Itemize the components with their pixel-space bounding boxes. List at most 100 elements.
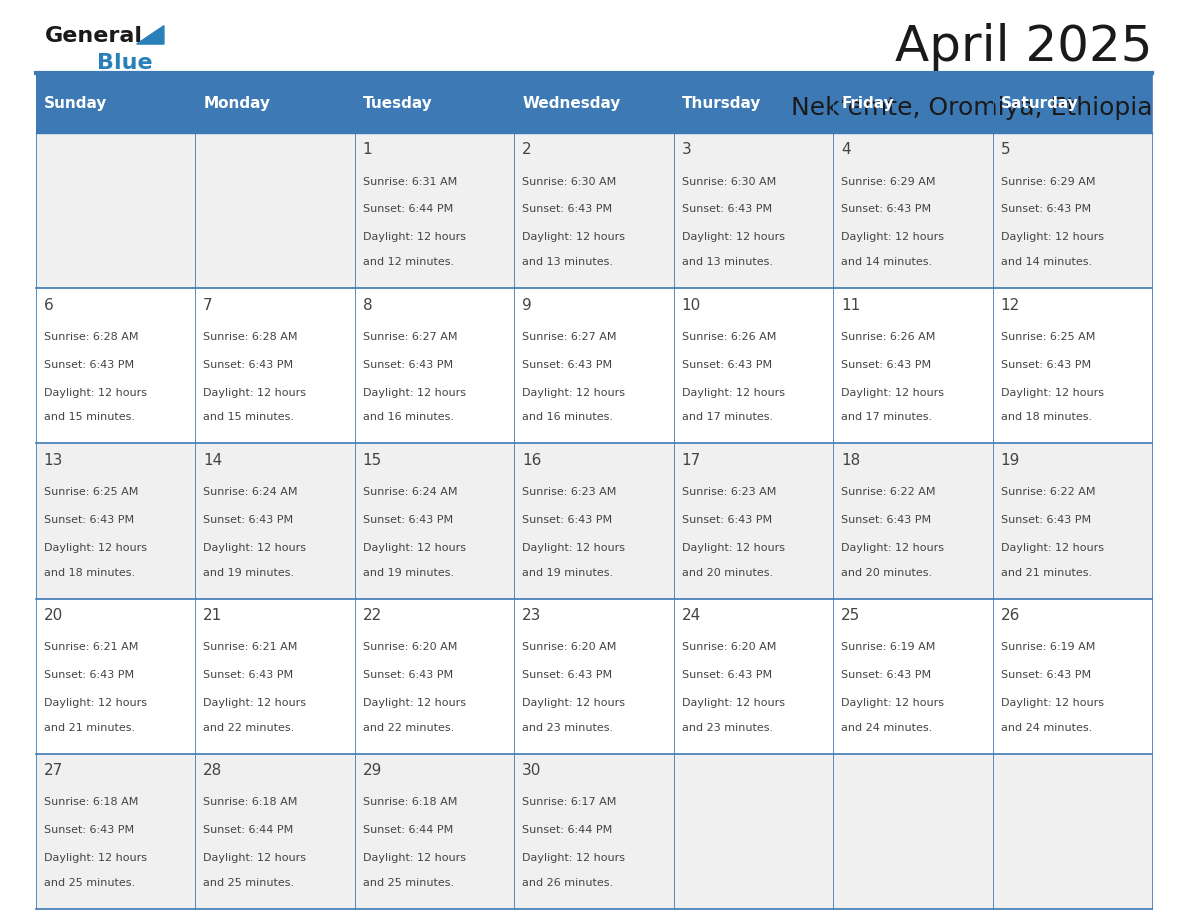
Text: Sunset: 6:43 PM: Sunset: 6:43 PM bbox=[1000, 670, 1091, 680]
Text: Daylight: 12 hours: Daylight: 12 hours bbox=[1000, 543, 1104, 553]
Bar bbox=[514, 754, 674, 909]
Text: Sunrise: 6:27 AM: Sunrise: 6:27 AM bbox=[523, 331, 617, 341]
Text: Sunrise: 6:20 AM: Sunrise: 6:20 AM bbox=[523, 642, 617, 652]
Text: Daylight: 12 hours: Daylight: 12 hours bbox=[362, 698, 466, 708]
Text: Sunrise: 6:17 AM: Sunrise: 6:17 AM bbox=[523, 797, 617, 807]
Text: Nek’emte, Oromiya, Ethiopia: Nek’emte, Oromiya, Ethiopia bbox=[791, 96, 1152, 120]
Text: Sunset: 6:43 PM: Sunset: 6:43 PM bbox=[362, 670, 453, 680]
Text: Daylight: 12 hours: Daylight: 12 hours bbox=[203, 543, 307, 553]
Text: Sunrise: 6:26 AM: Sunrise: 6:26 AM bbox=[682, 331, 776, 341]
Text: and 17 minutes.: and 17 minutes. bbox=[682, 412, 773, 422]
Text: Daylight: 12 hours: Daylight: 12 hours bbox=[1000, 698, 1104, 708]
Text: Sunrise: 6:26 AM: Sunrise: 6:26 AM bbox=[841, 331, 936, 341]
Text: Sunset: 6:43 PM: Sunset: 6:43 PM bbox=[203, 515, 293, 525]
Text: 22: 22 bbox=[362, 608, 381, 622]
Text: Sunset: 6:43 PM: Sunset: 6:43 PM bbox=[841, 360, 931, 370]
Text: 9: 9 bbox=[523, 297, 532, 312]
Text: Daylight: 12 hours: Daylight: 12 hours bbox=[44, 543, 146, 553]
Text: and 19 minutes.: and 19 minutes. bbox=[203, 567, 295, 577]
Text: Sunset: 6:43 PM: Sunset: 6:43 PM bbox=[523, 360, 612, 370]
Text: Thursday: Thursday bbox=[682, 95, 762, 111]
Text: Daylight: 12 hours: Daylight: 12 hours bbox=[203, 698, 307, 708]
Bar bbox=[195, 599, 355, 754]
Text: Daylight: 12 hours: Daylight: 12 hours bbox=[203, 387, 307, 397]
Bar bbox=[355, 754, 514, 909]
Text: Sunrise: 6:28 AM: Sunrise: 6:28 AM bbox=[203, 331, 298, 341]
Text: Sunrise: 6:23 AM: Sunrise: 6:23 AM bbox=[523, 487, 617, 497]
Text: Daylight: 12 hours: Daylight: 12 hours bbox=[682, 232, 785, 242]
Text: 14: 14 bbox=[203, 453, 222, 467]
Text: 25: 25 bbox=[841, 608, 860, 622]
Bar bbox=[514, 599, 674, 754]
Text: and 24 minutes.: and 24 minutes. bbox=[841, 722, 933, 733]
Text: Sunset: 6:43 PM: Sunset: 6:43 PM bbox=[523, 670, 612, 680]
Text: Saturday: Saturday bbox=[1000, 95, 1079, 111]
Text: 5: 5 bbox=[1000, 142, 1011, 157]
Text: 12: 12 bbox=[1000, 297, 1020, 312]
Text: Daylight: 12 hours: Daylight: 12 hours bbox=[523, 232, 625, 242]
Text: Sunrise: 6:21 AM: Sunrise: 6:21 AM bbox=[44, 642, 138, 652]
Text: 21: 21 bbox=[203, 608, 222, 622]
Text: Sunrise: 6:31 AM: Sunrise: 6:31 AM bbox=[362, 176, 457, 186]
Text: Blue: Blue bbox=[97, 53, 153, 73]
Text: and 23 minutes.: and 23 minutes. bbox=[682, 722, 773, 733]
Bar bbox=[355, 599, 514, 754]
Text: Sunrise: 6:27 AM: Sunrise: 6:27 AM bbox=[362, 331, 457, 341]
Bar bbox=[36, 599, 195, 754]
Text: 7: 7 bbox=[203, 297, 213, 312]
Text: 19: 19 bbox=[1000, 453, 1020, 467]
Bar bbox=[514, 133, 674, 288]
Text: 26: 26 bbox=[1000, 608, 1020, 622]
Text: and 13 minutes.: and 13 minutes. bbox=[682, 257, 772, 267]
Bar bbox=[36, 73, 195, 133]
Text: Daylight: 12 hours: Daylight: 12 hours bbox=[682, 387, 785, 397]
Text: Sunrise: 6:18 AM: Sunrise: 6:18 AM bbox=[44, 797, 138, 807]
Text: Daylight: 12 hours: Daylight: 12 hours bbox=[1000, 232, 1104, 242]
Bar bbox=[993, 133, 1152, 288]
Bar bbox=[36, 288, 195, 443]
Text: Sunrise: 6:20 AM: Sunrise: 6:20 AM bbox=[682, 642, 776, 652]
Text: Daylight: 12 hours: Daylight: 12 hours bbox=[841, 232, 944, 242]
Text: Daylight: 12 hours: Daylight: 12 hours bbox=[682, 698, 785, 708]
Text: Daylight: 12 hours: Daylight: 12 hours bbox=[203, 853, 307, 863]
Text: and 15 minutes.: and 15 minutes. bbox=[44, 412, 134, 422]
Text: 10: 10 bbox=[682, 297, 701, 312]
Text: Sunset: 6:43 PM: Sunset: 6:43 PM bbox=[841, 515, 931, 525]
Text: Daylight: 12 hours: Daylight: 12 hours bbox=[44, 387, 146, 397]
Text: Sunrise: 6:30 AM: Sunrise: 6:30 AM bbox=[682, 176, 776, 186]
Text: and 16 minutes.: and 16 minutes. bbox=[362, 412, 454, 422]
Text: Sunset: 6:43 PM: Sunset: 6:43 PM bbox=[841, 205, 931, 215]
Bar bbox=[674, 288, 833, 443]
Text: and 15 minutes.: and 15 minutes. bbox=[203, 412, 295, 422]
Text: and 19 minutes.: and 19 minutes. bbox=[362, 567, 454, 577]
Text: and 18 minutes.: and 18 minutes. bbox=[44, 567, 134, 577]
Text: 3: 3 bbox=[682, 142, 691, 157]
Text: Sunrise: 6:28 AM: Sunrise: 6:28 AM bbox=[44, 331, 138, 341]
Text: Sunset: 6:43 PM: Sunset: 6:43 PM bbox=[523, 205, 612, 215]
Bar bbox=[833, 599, 993, 754]
Bar bbox=[674, 73, 833, 133]
Text: Sunrise: 6:20 AM: Sunrise: 6:20 AM bbox=[362, 642, 457, 652]
Text: 16: 16 bbox=[523, 453, 542, 467]
Text: Sunrise: 6:25 AM: Sunrise: 6:25 AM bbox=[44, 487, 138, 497]
Text: 27: 27 bbox=[44, 763, 63, 778]
Bar bbox=[514, 443, 674, 599]
Text: and 18 minutes.: and 18 minutes. bbox=[1000, 412, 1092, 422]
Text: Sunrise: 6:18 AM: Sunrise: 6:18 AM bbox=[362, 797, 457, 807]
Text: 18: 18 bbox=[841, 453, 860, 467]
Text: Daylight: 12 hours: Daylight: 12 hours bbox=[682, 543, 785, 553]
Text: Sunset: 6:44 PM: Sunset: 6:44 PM bbox=[523, 825, 613, 835]
Bar bbox=[833, 73, 993, 133]
Text: and 20 minutes.: and 20 minutes. bbox=[682, 567, 773, 577]
Text: 11: 11 bbox=[841, 297, 860, 312]
Text: 13: 13 bbox=[44, 453, 63, 467]
Bar bbox=[833, 133, 993, 288]
Text: Sunrise: 6:29 AM: Sunrise: 6:29 AM bbox=[1000, 176, 1095, 186]
Text: and 22 minutes.: and 22 minutes. bbox=[203, 722, 295, 733]
Bar bbox=[355, 73, 514, 133]
Bar bbox=[993, 754, 1152, 909]
Text: and 23 minutes.: and 23 minutes. bbox=[523, 722, 613, 733]
Text: Sunset: 6:43 PM: Sunset: 6:43 PM bbox=[682, 670, 772, 680]
Text: and 20 minutes.: and 20 minutes. bbox=[841, 567, 933, 577]
Bar bbox=[993, 443, 1152, 599]
